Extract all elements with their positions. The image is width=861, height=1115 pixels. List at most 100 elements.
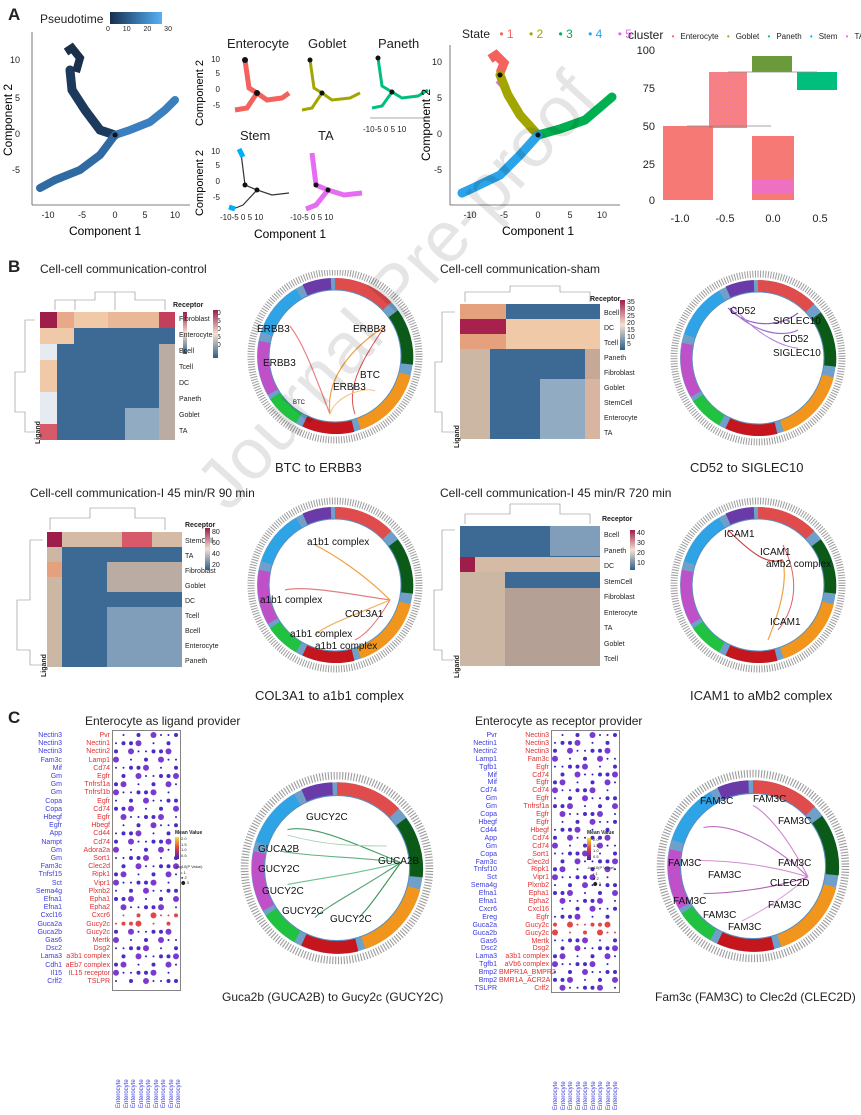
facet-ytick: -5 bbox=[213, 193, 221, 202]
dot-mark bbox=[135, 740, 142, 747]
dot-mark bbox=[144, 938, 148, 942]
dot-label: Cxcl16 bbox=[40, 912, 62, 920]
chord6-label: FAM3C bbox=[703, 910, 736, 921]
dot-mark bbox=[598, 859, 602, 864]
dot-mark bbox=[152, 889, 155, 892]
chord6-label: FAM3C bbox=[768, 900, 801, 911]
pseudotime-ticks: 0 10 20 30 bbox=[106, 26, 172, 33]
heatmap-ir720: Receptor Bcell Paneth DC StemCell Fibroblast… bbox=[430, 500, 655, 680]
dot-mark bbox=[166, 831, 171, 836]
dot-mark bbox=[567, 834, 573, 841]
dot-mark bbox=[598, 835, 602, 840]
dot-mark bbox=[174, 823, 178, 828]
dot-mark bbox=[120, 961, 127, 968]
tree-xtick: -1.0 bbox=[671, 213, 690, 225]
dot-mark bbox=[166, 954, 171, 959]
dot-mark bbox=[613, 733, 617, 737]
dot-mark bbox=[561, 789, 564, 792]
dot-label: Dsc2 bbox=[46, 945, 62, 953]
dot-mark bbox=[167, 791, 170, 794]
cluster-legend-title: cluster bbox=[628, 28, 664, 42]
dot-mark bbox=[568, 938, 572, 943]
dot1-xlabels: Enterocyte Enterocyte Enterocyte Enterocyte… bbox=[116, 998, 186, 1108]
c-title-ligand: Enterocyte as ligand provider bbox=[85, 714, 241, 728]
dot-label: Egfr bbox=[536, 795, 549, 803]
dot-mark bbox=[128, 805, 134, 812]
dot-mark bbox=[144, 847, 148, 852]
dot-xlabel: Enterocyte bbox=[176, 1079, 182, 1108]
dot-mark bbox=[136, 970, 141, 975]
dot-mark bbox=[560, 859, 565, 864]
dot-mark bbox=[559, 984, 566, 991]
dot-mark bbox=[613, 970, 617, 974]
dot-label: Tgfb1 bbox=[479, 763, 497, 771]
dot-mark bbox=[612, 976, 618, 983]
dot-mark bbox=[160, 799, 162, 802]
dot-mark bbox=[598, 748, 602, 753]
dot-mark bbox=[160, 889, 162, 892]
dot-mark bbox=[120, 904, 127, 911]
traj-xtick: 5 bbox=[142, 210, 147, 220]
state-xlabel: Component 1 bbox=[502, 224, 574, 238]
dot-mark bbox=[160, 824, 162, 827]
dot-mark bbox=[115, 742, 117, 745]
dot-mark bbox=[114, 897, 118, 901]
dot-label: Gm bbox=[50, 846, 62, 854]
dot-mark bbox=[568, 740, 572, 745]
dot-mark bbox=[160, 914, 162, 917]
dot-mark bbox=[569, 876, 571, 879]
dot-label: TSLPR bbox=[87, 978, 110, 986]
dot-label: Adora2a bbox=[83, 846, 110, 854]
dot-mark bbox=[574, 771, 581, 778]
dot-mark bbox=[122, 734, 125, 736]
dot-mark bbox=[136, 946, 141, 951]
hm3-colorbar bbox=[205, 528, 210, 570]
dot-mark bbox=[567, 803, 573, 810]
dot-mark bbox=[130, 939, 132, 941]
hm4-row-labels: Bcell Paneth DC StemCell Fibroblast Enterocy… bbox=[604, 532, 638, 663]
dot-mark bbox=[166, 979, 171, 983]
dot-mark bbox=[173, 896, 179, 902]
pseudotime-trajectory-plot: 10 5 0 -5 -10 -5 0 5 10 Component 1 Comp… bbox=[1, 32, 190, 238]
dot-mark bbox=[606, 757, 609, 760]
dot-mark bbox=[584, 923, 586, 926]
dotplot-ligand: Nectin3 Nectin3 Nectin3 Fam3c Mif Gm Gm Gm Copa C… bbox=[20, 730, 220, 1110]
dot-mark bbox=[614, 899, 616, 902]
b-title-sham: Cell-cell communication-sham bbox=[440, 262, 601, 276]
chord3-label: a1b1 complex bbox=[307, 537, 369, 548]
traj-ytick: 10 bbox=[10, 55, 20, 65]
dot-mark bbox=[137, 930, 140, 933]
dot-mark bbox=[135, 953, 142, 960]
dot-label: Guca2a bbox=[37, 920, 62, 928]
dot-mark bbox=[175, 816, 177, 818]
dot-label: Copa bbox=[480, 850, 497, 858]
dot-mark bbox=[175, 873, 177, 876]
facet-title-paneth: Paneth bbox=[378, 36, 420, 51]
dot-mark bbox=[605, 796, 610, 801]
dot-mark bbox=[167, 881, 170, 884]
dot1-mean-ticks: 2.0 1.5 1.0 0.5 bbox=[181, 836, 187, 858]
chord4-label: ICAM1 bbox=[760, 547, 791, 558]
dot-label: Efna1 bbox=[478, 890, 497, 898]
dot-mark bbox=[605, 946, 610, 951]
dot-mark bbox=[554, 971, 556, 973]
dot-mark bbox=[175, 939, 177, 941]
dot-mark bbox=[589, 818, 596, 825]
dot-mark bbox=[113, 846, 119, 853]
dot-mark bbox=[568, 796, 572, 801]
dot-label: Gm bbox=[485, 842, 497, 850]
dot-xlabel: Enterocyte bbox=[568, 1081, 574, 1110]
dot-mark bbox=[576, 923, 579, 926]
chord-btc-erbb3: ERBB3 ERBB3 ERBB3 BTC ERBB3 BTC bbox=[235, 270, 435, 450]
dot-mark bbox=[144, 757, 148, 762]
dot-mark bbox=[599, 971, 601, 973]
facet-ytick: 0 bbox=[216, 85, 221, 94]
dot-mark bbox=[606, 876, 609, 879]
dot-mark bbox=[115, 922, 117, 925]
dot-mark bbox=[137, 750, 140, 753]
dot-mark bbox=[553, 867, 557, 872]
facet-ytick: 5 bbox=[216, 69, 221, 78]
dot-label: Cd74 bbox=[532, 842, 549, 850]
dot-mark bbox=[553, 922, 557, 927]
dot-label: Sct bbox=[51, 879, 62, 887]
